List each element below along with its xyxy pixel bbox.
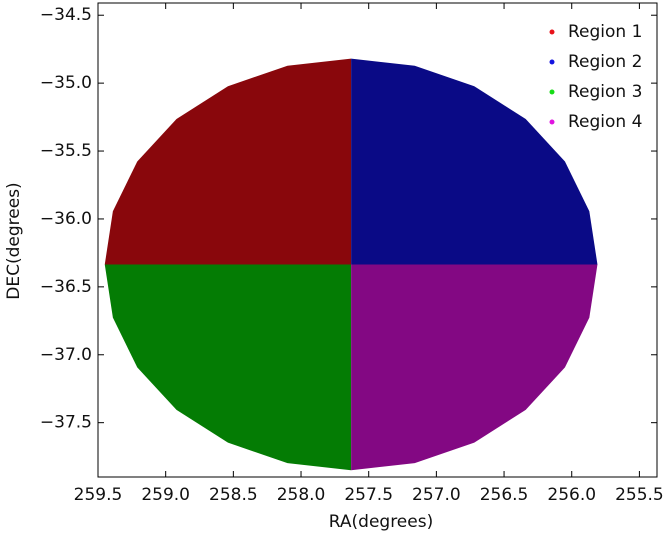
legend-marker: [549, 29, 555, 35]
legend-marker: [549, 119, 555, 125]
plot-frame: [97, 2, 658, 478]
legend-label: Region 1: [568, 22, 642, 42]
x-tick-label: 257.5: [344, 485, 393, 505]
legend-label: Region 4: [568, 112, 642, 132]
legend-label: Region 3: [568, 82, 642, 102]
x-tick-label: 259.0: [141, 485, 190, 505]
y-axis-label: DEC(degrees): [4, 182, 24, 299]
x-tick-label: 258.0: [277, 485, 326, 505]
x-tick-label: 258.5: [209, 485, 258, 505]
x-tick-label: 259.5: [74, 485, 123, 505]
y-tick-label: −36.5: [40, 277, 92, 297]
y-tick-label: −36.0: [40, 209, 92, 229]
y-tick-label: −35.5: [40, 141, 92, 161]
legend-marker: [549, 89, 555, 95]
region: [351, 264, 598, 471]
x-tick-label: 256.0: [547, 485, 596, 505]
y-tick-label: −34.5: [40, 5, 92, 25]
y-tick-label: −35.0: [40, 73, 92, 93]
region: [104, 58, 352, 265]
region: [104, 264, 352, 471]
y-tick-label: −37.5: [40, 413, 92, 433]
y-tick-label: −37.0: [40, 345, 92, 365]
x-tick-label: 257.0: [412, 485, 461, 505]
legend-label: Region 2: [568, 52, 642, 72]
legend-marker: [549, 59, 555, 65]
x-tick-label: 256.5: [480, 485, 529, 505]
region: [351, 58, 598, 265]
x-tick-label: 255.5: [615, 485, 664, 505]
x-axis-label: RA(degrees): [329, 512, 433, 532]
